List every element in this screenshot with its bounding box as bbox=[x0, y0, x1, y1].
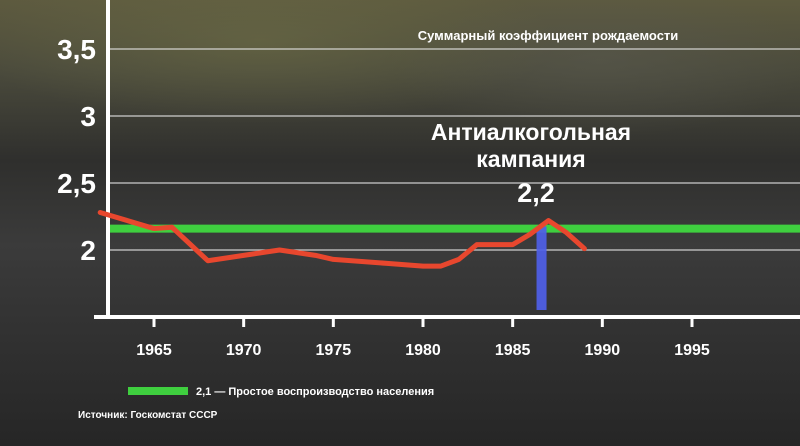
x-tick-label: 1970 bbox=[226, 342, 262, 359]
series-line bbox=[97, 209, 587, 269]
y-tick-label: 2,5 bbox=[57, 168, 96, 199]
grid-lines bbox=[108, 48, 800, 251]
x-tick-label: 1975 bbox=[316, 342, 352, 359]
annotation-line: Антиалкогольная bbox=[431, 119, 631, 145]
y-tick-labels: 2 2,5 3 3,5 bbox=[57, 34, 96, 266]
series-group bbox=[97, 209, 587, 269]
highlight-group: Антиалкогольная кампания 2,2 bbox=[431, 119, 631, 310]
axes bbox=[94, 0, 800, 327]
x-tick-label: 1980 bbox=[405, 342, 441, 359]
x-tick-label: 1990 bbox=[585, 342, 621, 359]
y-tick-label: 3,5 bbox=[57, 34, 96, 65]
annotation-line: кампания bbox=[476, 146, 585, 172]
highlight-bar bbox=[536, 226, 547, 310]
legend-label: 2,1 — Простое воспроизводство населения bbox=[196, 386, 434, 398]
x-tick-labels: 1965 1970 1975 1980 1985 1990 1995 bbox=[136, 342, 710, 359]
x-tick-label: 1965 bbox=[136, 342, 172, 359]
highlight-value-label: 2,2 bbox=[517, 178, 555, 208]
y-tick-label: 3 bbox=[80, 101, 96, 132]
annotation-text: Антиалкогольная кампания bbox=[431, 119, 631, 172]
x-tick-label: 1995 bbox=[674, 342, 710, 359]
y-tick-label: 2 bbox=[80, 235, 96, 266]
reference-line-group: 2,1 — Простое воспроизводство населения bbox=[110, 224, 800, 398]
x-tick-label: 1985 bbox=[495, 342, 531, 359]
chart-title: Суммарный коэффициент рождаемости bbox=[418, 28, 679, 43]
source-note: Источник: Госкомстат СССР bbox=[78, 410, 218, 421]
